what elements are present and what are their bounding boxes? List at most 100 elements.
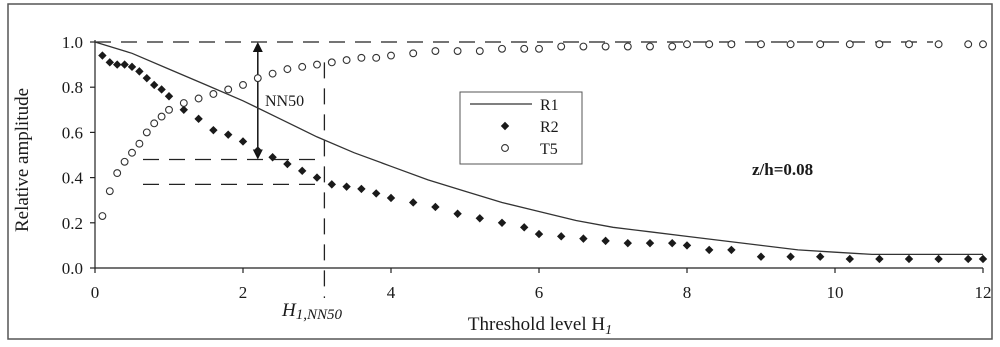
data-point-t5 — [150, 119, 159, 128]
data-point-r2 — [623, 238, 632, 248]
data-point-r2 — [534, 229, 544, 239]
data-point-r2 — [904, 254, 914, 264]
data-point-t5 — [727, 40, 736, 49]
data-point-t5 — [683, 40, 691, 49]
data-point-r2 — [113, 60, 122, 69]
data-point-t5 — [165, 105, 173, 114]
series-layer — [94, 40, 988, 264]
x-tick-label: 4 — [387, 283, 396, 302]
x-tick-label: 2 — [239, 283, 248, 302]
data-point-r2 — [756, 252, 766, 261]
data-point-r2 — [475, 214, 484, 223]
data-point-t5 — [875, 40, 884, 49]
data-point-t5 — [194, 94, 203, 103]
data-point-r2 — [409, 198, 418, 207]
data-point-r2 — [164, 92, 174, 101]
y-tick-label: 0.2 — [62, 214, 83, 233]
data-point-t5 — [453, 47, 462, 55]
data-point-t5 — [623, 42, 632, 51]
data-point-r2 — [727, 245, 736, 255]
data-point-t5 — [646, 42, 654, 51]
data-point-r2 — [357, 184, 366, 194]
data-point-r2 — [557, 232, 566, 241]
data-point-r2 — [179, 105, 188, 114]
data-point-t5 — [845, 40, 854, 49]
data-point-t5 — [520, 44, 529, 53]
data-point-r2 — [682, 241, 692, 250]
data-point-t5 — [557, 42, 566, 51]
data-point-r2 — [816, 252, 825, 261]
y-tick-label: 0.8 — [62, 78, 83, 97]
data-point-t5 — [298, 62, 307, 71]
y-axis-title: Relative amplitude — [12, 88, 33, 232]
data-point-t5 — [157, 112, 166, 121]
x-tick-label: 12 — [975, 283, 992, 302]
data-point-r2 — [268, 153, 277, 162]
series-r1 — [94, 41, 983, 256]
data-point-r2 — [298, 166, 307, 176]
data-point-t5 — [209, 90, 218, 98]
x-tick-label: 0 — [91, 283, 100, 302]
data-point-t5 — [905, 40, 913, 49]
data-point-t5 — [387, 51, 395, 60]
data-point-r2 — [845, 254, 854, 264]
data-point-t5 — [409, 49, 418, 58]
data-point-t5 — [979, 40, 987, 49]
data-point-r2 — [238, 137, 248, 146]
x-axis-title: Threshold level H1 — [468, 314, 612, 338]
legend-box — [459, 91, 583, 165]
data-point-t5 — [113, 169, 122, 178]
y-tick-label: 1.0 — [62, 33, 83, 52]
data-point-r2 — [668, 238, 677, 248]
h1-nn50-label: H1,NN50 — [281, 300, 342, 323]
data-point-r2 — [283, 159, 292, 169]
data-point-r2 — [327, 180, 336, 189]
data-point-r2 — [431, 202, 440, 212]
data-point-t5 — [475, 47, 484, 55]
data-point-t5 — [816, 40, 825, 49]
data-point-t5 — [105, 187, 114, 196]
nn50-label: NN50 — [265, 93, 304, 110]
data-point-r2 — [194, 114, 203, 124]
z-h-annotation: z/h=0.08 — [752, 160, 813, 179]
data-point-r2 — [964, 254, 973, 264]
data-point-t5 — [120, 157, 129, 166]
data-point-r2 — [520, 223, 529, 232]
y-tick-label: 0.4 — [62, 169, 84, 188]
data-point-t5 — [142, 128, 151, 137]
data-point-r2 — [105, 58, 114, 67]
data-point-t5 — [705, 40, 714, 49]
h1-label-subscript: 1,NN50 — [296, 307, 343, 323]
data-point-r2 — [98, 51, 107, 60]
x-tick-label: 10 — [827, 283, 844, 302]
data-point-t5 — [535, 44, 543, 53]
axes: 0 2 4 6 8 10 12 0.0 0.2 0.4 0.6 0.8 1.0 — [62, 33, 992, 302]
nn50-arrow-head-top — [252, 42, 263, 52]
legend: R1 R2 T5 — [459, 91, 583, 165]
data-point-t5 — [327, 58, 336, 67]
data-point-r2 — [386, 193, 396, 203]
data-point-t5 — [128, 148, 136, 157]
data-point-r2 — [127, 62, 137, 72]
data-point-r2 — [978, 254, 988, 264]
data-point-r2 — [120, 60, 129, 69]
data-point-r2 — [705, 245, 714, 255]
data-point-t5 — [964, 40, 973, 49]
data-point-t5 — [668, 42, 677, 51]
data-point-t5 — [253, 74, 262, 83]
data-point-t5 — [786, 40, 795, 49]
data-point-t5 — [934, 40, 943, 49]
data-point-r2 — [786, 252, 795, 261]
data-point-r2 — [135, 67, 144, 76]
data-point-t5 — [239, 80, 247, 89]
x-axis-title-main: Threshold level H — [468, 314, 605, 335]
data-point-t5 — [601, 42, 610, 51]
data-point-r2 — [497, 218, 507, 227]
data-point-t5 — [372, 53, 381, 62]
data-point-t5 — [357, 53, 366, 62]
data-point-r2 — [157, 85, 166, 94]
data-point-r2 — [224, 130, 233, 139]
data-point-t5 — [268, 69, 277, 78]
data-point-t5 — [283, 65, 292, 74]
